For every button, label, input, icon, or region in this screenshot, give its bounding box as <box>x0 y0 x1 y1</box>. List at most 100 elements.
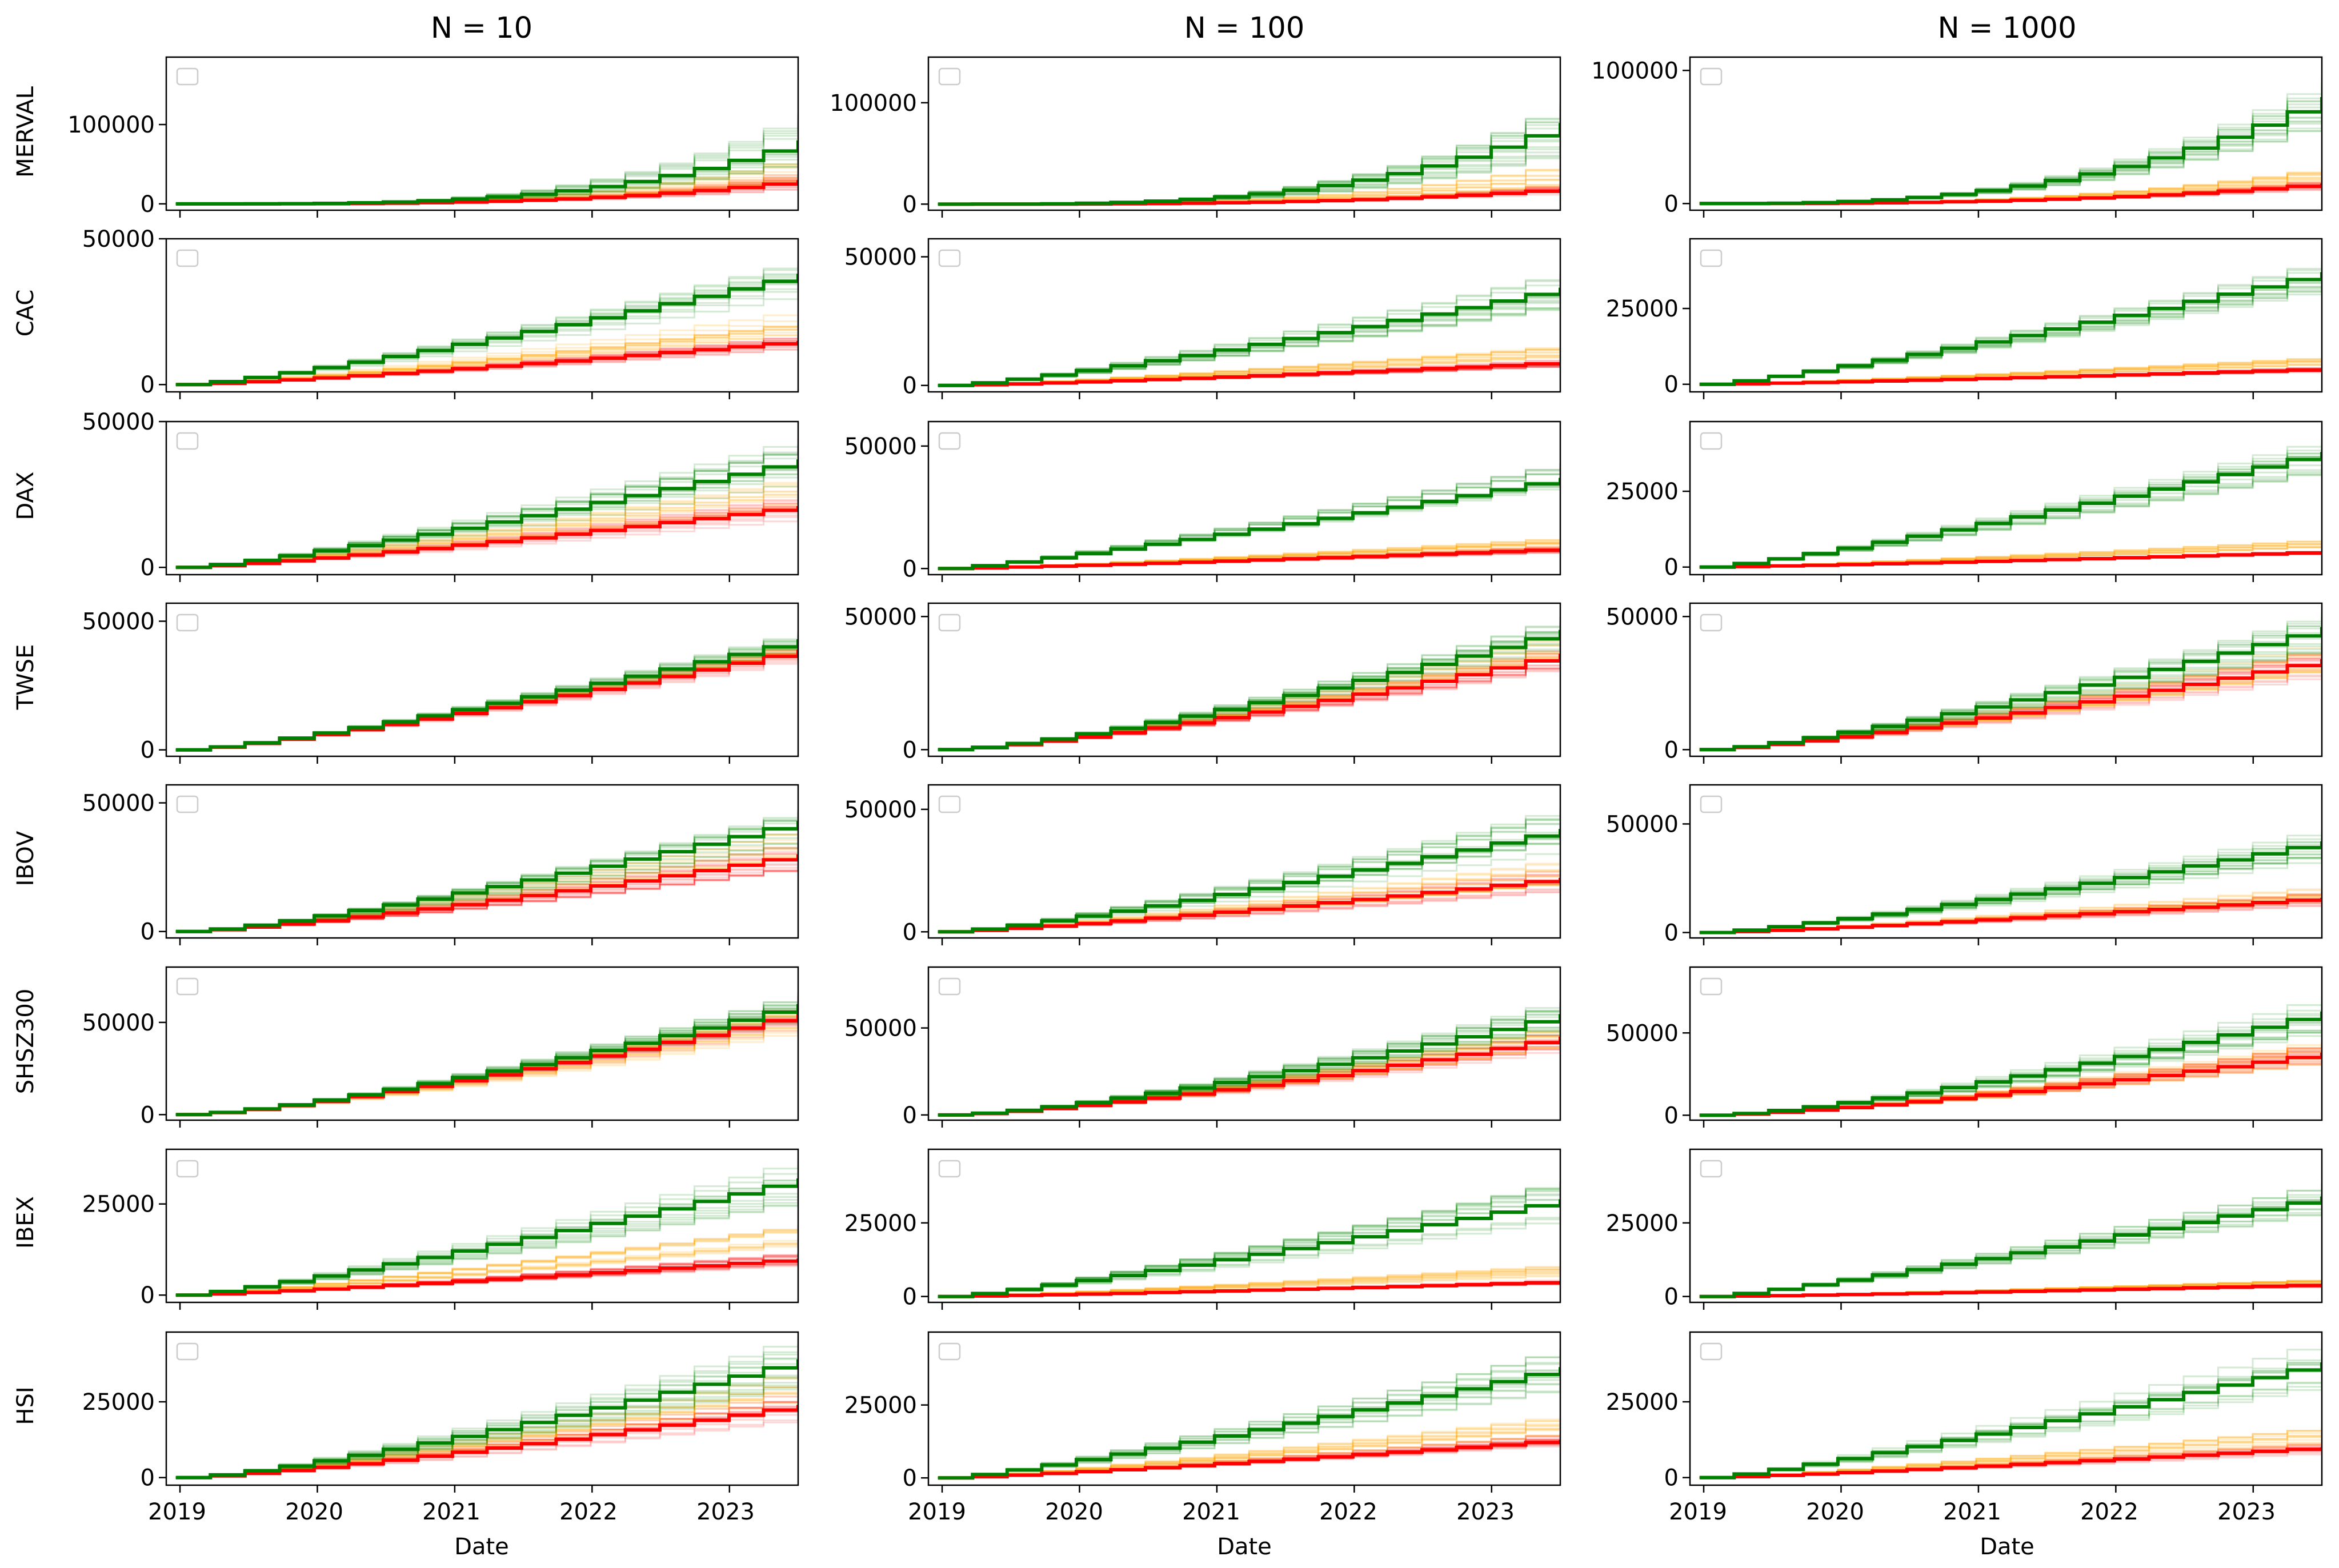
y-tick-label: 0 <box>903 191 917 218</box>
mean-line-low <box>175 340 798 387</box>
axes-frame <box>1689 56 2323 211</box>
series-lines <box>175 993 798 1117</box>
mean-line-low <box>938 1281 1560 1298</box>
legend-box <box>176 67 199 86</box>
y-tick-label: 0 <box>141 1102 155 1128</box>
legend-box <box>938 67 961 86</box>
mean-line-top <box>1699 841 2322 935</box>
axes-frame <box>165 1331 799 1486</box>
axes-frame <box>927 784 1561 939</box>
y-tick-label: 25000 <box>844 1393 917 1419</box>
row-label-dax: DAX <box>13 472 39 520</box>
panel-ibov-n1000: 0 50000 <box>1606 784 2323 946</box>
run-line-top <box>938 463 1560 570</box>
axes-frame <box>1689 238 2323 393</box>
y-tick-label: 0 <box>141 919 155 945</box>
series-lines <box>1699 1183 2322 1298</box>
y-tick-label: 0 <box>141 191 155 218</box>
mean-line-top <box>175 1004 798 1117</box>
row-label-ibex: IBEX <box>13 1196 39 1249</box>
panel-cac-n100: 0 50000 <box>844 238 1561 399</box>
y-tick-label: 25000 <box>1606 479 1679 505</box>
series-lines <box>1699 611 2322 752</box>
legend-box <box>1700 977 1723 996</box>
run-line-top <box>938 1180 1560 1298</box>
y-tick-label: 50000 <box>844 1016 917 1042</box>
x-axis-label-c3: Date <box>1980 1534 2034 1560</box>
panel-dax-n10: 0 50000 <box>82 409 799 582</box>
run-line-mid <box>1699 1427 2322 1479</box>
series-lines <box>1699 438 2322 569</box>
mean-line-top <box>175 1178 798 1297</box>
axes-frame <box>165 56 799 211</box>
x-tick-label-c3-2022: 2022 <box>2080 1499 2138 1525</box>
series-lines <box>938 616 1560 752</box>
run-line-top <box>175 438 798 568</box>
legend-box <box>176 795 199 813</box>
y-tick-label: 0 <box>903 373 917 399</box>
y-tick-label: 0 <box>1664 1465 1679 1491</box>
y-tick-label: 25000 <box>1606 1389 1679 1415</box>
series-lines <box>938 463 1560 571</box>
panel-dax-n100: 0 50000 <box>844 420 1561 582</box>
axes-frame <box>165 420 799 576</box>
panel-hsi-n100: 0 25000 <box>844 1331 1561 1493</box>
y-tick-label: 50000 <box>844 244 917 271</box>
series-lines <box>938 1180 1560 1298</box>
run-line-top <box>938 811 1560 933</box>
axes-frame <box>927 1148 1561 1304</box>
axes-frame <box>1689 1331 2323 1486</box>
x-tick-label-c1-2021: 2021 <box>422 1499 480 1525</box>
y-tick-label: 0 <box>903 1284 917 1310</box>
x-tick-label-c3-2020: 2020 <box>1806 1499 1864 1525</box>
run-line-mid <box>175 1240 798 1296</box>
run-line-top <box>938 812 1560 933</box>
y-tick-label: 50000 <box>844 797 917 823</box>
y-tick-label: 50000 <box>1606 604 1679 630</box>
panel-twse-n100: 0 50000 <box>844 602 1561 764</box>
panel-shsz300-n100: 0 50000 <box>844 966 1561 1129</box>
mean-line-top <box>1699 627 2322 752</box>
mean-line-low <box>175 1258 798 1297</box>
legend-box <box>938 249 961 267</box>
y-tick-label: 50000 <box>82 226 155 252</box>
axes-frame <box>165 238 799 393</box>
x-tick-label-c2-2019: 2019 <box>908 1499 966 1525</box>
column-title-2: N = 100 <box>1184 11 1305 45</box>
run-line-top <box>938 1182 1560 1298</box>
legend-box <box>176 432 199 450</box>
x-tick-label-c3-2019: 2019 <box>1669 1499 1727 1525</box>
series-lines <box>1699 77 2322 206</box>
mean-line-low <box>938 362 1560 387</box>
run-line-mid <box>938 1266 1560 1298</box>
mean-line-top <box>1699 1196 2322 1298</box>
run-line-mid <box>1699 1427 2322 1479</box>
panel-twse-n10: 0 50000 <box>82 602 799 764</box>
run-line-mid <box>1699 1427 2322 1479</box>
y-tick-label: 50000 <box>82 1010 155 1036</box>
run-line-top <box>938 810 1560 933</box>
mean-line-top <box>1699 1362 2322 1479</box>
legend-box <box>1700 1342 1723 1361</box>
mean-line-top <box>1699 452 2322 569</box>
y-tick-label: 0 <box>903 919 917 945</box>
axes-frame <box>165 784 799 939</box>
mean-line-low <box>1699 1447 2322 1479</box>
legend-box <box>176 1160 199 1178</box>
mean-line-low <box>1699 551 2322 569</box>
mean-line-top <box>938 287 1560 387</box>
series-lines <box>938 998 1560 1117</box>
mean-line-top <box>175 140 798 206</box>
legend-box <box>176 613 199 632</box>
y-tick-label: 50000 <box>1606 1020 1679 1046</box>
panel-cac-n10: 0 50000 <box>82 226 799 399</box>
y-tick-label: 0 <box>1664 372 1679 398</box>
mean-line-top <box>1699 272 2322 386</box>
series-lines <box>175 1159 798 1297</box>
legend-box <box>1700 1160 1723 1178</box>
panel-shsz300-n10: 0 50000 <box>82 966 799 1128</box>
panel-ibex-n1000: 0 25000 <box>1606 1148 2323 1310</box>
mean-line-top <box>175 1359 798 1479</box>
axes-frame <box>1689 602 2323 757</box>
x-tick-label-c2-2020: 2020 <box>1045 1499 1103 1525</box>
